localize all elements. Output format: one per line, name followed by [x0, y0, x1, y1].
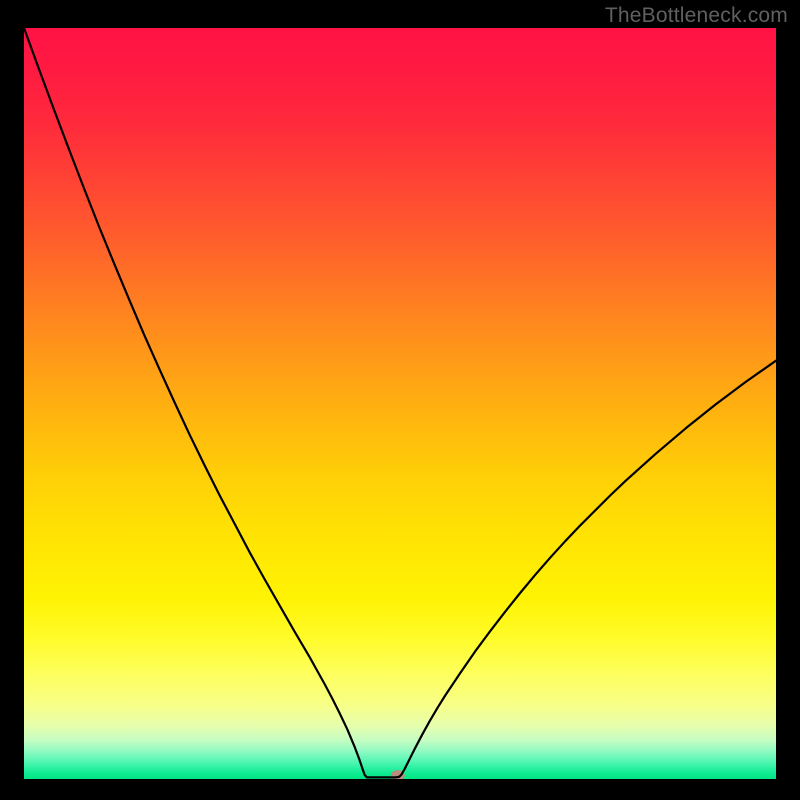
- bottleneck-chart: [24, 28, 776, 779]
- plot-container: [24, 28, 776, 779]
- chart-frame: TheBottleneck.com: [0, 0, 800, 800]
- gradient-background: [24, 28, 776, 779]
- watermark-label: TheBottleneck.com: [605, 4, 788, 28]
